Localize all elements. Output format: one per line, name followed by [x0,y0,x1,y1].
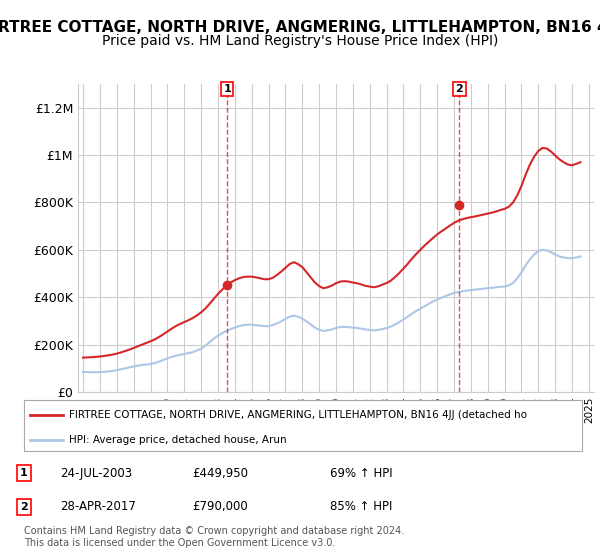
Text: HPI: Average price, detached house, Arun: HPI: Average price, detached house, Arun [68,435,286,445]
Text: 69% ↑ HPI: 69% ↑ HPI [330,466,392,480]
Text: £449,950: £449,950 [192,466,248,480]
Text: FIRTREE COTTAGE, NORTH DRIVE, ANGMERING, LITTLEHAMPTON, BN16 4JJ: FIRTREE COTTAGE, NORTH DRIVE, ANGMERING,… [0,20,600,35]
Text: 2: 2 [455,84,463,94]
Text: 1: 1 [223,84,231,94]
Text: 24-JUL-2003: 24-JUL-2003 [60,466,132,480]
Text: Contains HM Land Registry data © Crown copyright and database right 2024.
This d: Contains HM Land Registry data © Crown c… [24,526,404,548]
Text: 2: 2 [20,502,28,512]
Text: 28-APR-2017: 28-APR-2017 [60,500,136,514]
Text: Price paid vs. HM Land Registry's House Price Index (HPI): Price paid vs. HM Land Registry's House … [102,34,498,48]
Text: FIRTREE COTTAGE, NORTH DRIVE, ANGMERING, LITTLEHAMPTON, BN16 4JJ (detached ho: FIRTREE COTTAGE, NORTH DRIVE, ANGMERING,… [68,409,527,419]
Text: £790,000: £790,000 [192,500,248,514]
Text: 1: 1 [20,468,28,478]
Text: 85% ↑ HPI: 85% ↑ HPI [330,500,392,514]
